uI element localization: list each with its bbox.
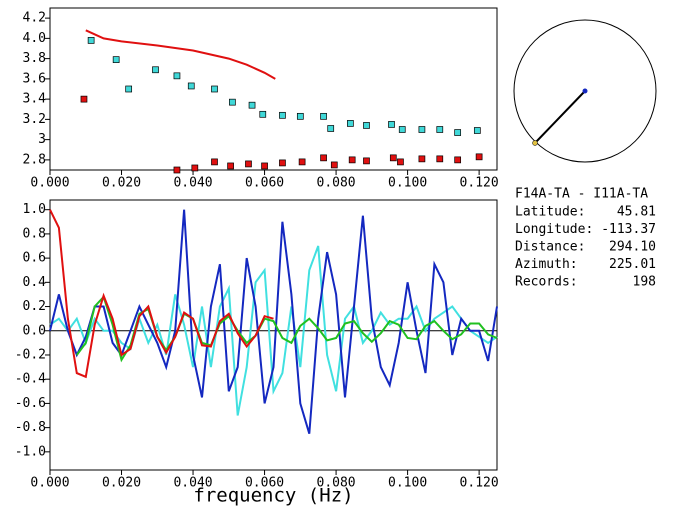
y-tick-label: -0.6 — [15, 396, 46, 411]
data-point — [261, 162, 268, 170]
data-point — [389, 154, 397, 162]
y-tick-label: -0.8 — [15, 420, 46, 435]
data-point — [436, 126, 444, 133]
info-value: -113.37 — [601, 222, 656, 237]
data-point — [388, 121, 395, 128]
x-tick-label: 0.100 — [388, 476, 427, 491]
info-value: 198 — [633, 275, 656, 290]
station-b — [532, 140, 538, 146]
y-tick-label: 0.8 — [23, 226, 46, 241]
data-point — [473, 127, 481, 134]
y-tick-label: 1.0 — [23, 202, 46, 217]
data-point — [211, 85, 218, 93]
x-tick-label: 0.060 — [245, 176, 284, 191]
x-tick-label: 0.020 — [102, 176, 141, 191]
info-value: 294.10 — [609, 240, 656, 255]
x-tick-label: 0.040 — [173, 176, 212, 191]
x-tick-label: 0.100 — [388, 176, 427, 191]
data-point — [454, 129, 462, 136]
data-point — [363, 122, 370, 129]
y-tick-label: 4.2 — [23, 11, 46, 26]
data-point — [80, 95, 88, 103]
plot-frame — [49, 199, 498, 471]
x-tick-label: 0.040 — [173, 476, 212, 491]
data-point — [454, 156, 462, 164]
model-curve — [85, 29, 276, 80]
y-tick-label: 0.0 — [23, 323, 46, 338]
data-point — [475, 153, 483, 161]
data-point — [279, 111, 286, 119]
data-point — [245, 160, 252, 168]
y-tick-label: 4.0 — [23, 31, 46, 46]
data-point — [248, 101, 256, 109]
data-point — [87, 37, 95, 44]
data-point — [398, 126, 406, 133]
x-tick-label: 0.120 — [460, 176, 499, 191]
data-point — [152, 66, 159, 74]
y-tick-label: 3 — [38, 132, 46, 147]
info-label: Distance: — [515, 240, 585, 255]
info-title: F14A-TA - I11A-TA — [515, 187, 648, 202]
info-value: 45.81 — [617, 205, 656, 220]
map-circle — [513, 19, 657, 163]
data-point — [320, 112, 327, 120]
y-tick-label: 3.6 — [23, 71, 46, 86]
info-label: Records: — [515, 275, 578, 290]
x-tick-label: 0.120 — [460, 476, 499, 491]
data-point — [296, 112, 304, 120]
azimuth-line — [534, 90, 586, 144]
y-tick-label: 3.4 — [23, 92, 47, 107]
series-line — [49, 209, 274, 379]
data-point — [327, 125, 335, 132]
data-point — [191, 164, 199, 172]
x-tick-label: 0.080 — [317, 176, 356, 191]
data-point — [279, 159, 286, 167]
y-tick-label: 3.2 — [23, 112, 46, 127]
info-label: Longitude: — [515, 222, 593, 237]
station-a — [582, 88, 588, 94]
x-tick-label: 0.060 — [245, 476, 284, 491]
data-point — [320, 154, 327, 162]
data-point — [125, 85, 133, 93]
data-point — [330, 161, 338, 169]
data-point — [227, 162, 234, 170]
series-line — [49, 209, 498, 434]
y-tick-label: 0.4 — [23, 275, 47, 290]
data-point — [298, 158, 306, 166]
data-point — [187, 82, 195, 90]
data-point — [173, 166, 181, 174]
info-label: Latitude: — [515, 205, 585, 220]
data-point — [397, 158, 404, 166]
data-point — [229, 98, 236, 106]
data-point — [363, 157, 370, 165]
data-point — [259, 110, 267, 118]
y-tick-label: 0.2 — [23, 299, 46, 314]
series-line — [75, 294, 498, 363]
plot-frame — [49, 7, 498, 171]
x-tick-label: 0.000 — [30, 176, 69, 191]
x-tick-label: 0.080 — [317, 476, 356, 491]
data-point — [348, 156, 356, 164]
info-value: 225.01 — [609, 257, 656, 272]
y-tick-label: -1.0 — [15, 444, 46, 459]
data-point — [347, 120, 354, 127]
y-tick-label: 0.6 — [23, 251, 46, 266]
data-point — [436, 155, 444, 163]
y-tick-label: -0.4 — [15, 372, 46, 387]
info-label: Azimuth: — [515, 257, 578, 272]
data-point — [418, 155, 426, 163]
y-tick-label: 2.8 — [23, 152, 46, 167]
x-tick-label: 0.000 — [30, 476, 69, 491]
x-tick-label: 0.020 — [102, 476, 141, 491]
x-axis-label: frequency (Hz) — [193, 485, 353, 507]
data-point — [112, 56, 120, 63]
data-point — [173, 72, 181, 80]
data-point — [211, 158, 218, 166]
y-tick-label: 3.8 — [23, 51, 46, 66]
y-tick-label: -0.2 — [15, 347, 46, 362]
data-point — [418, 126, 426, 133]
